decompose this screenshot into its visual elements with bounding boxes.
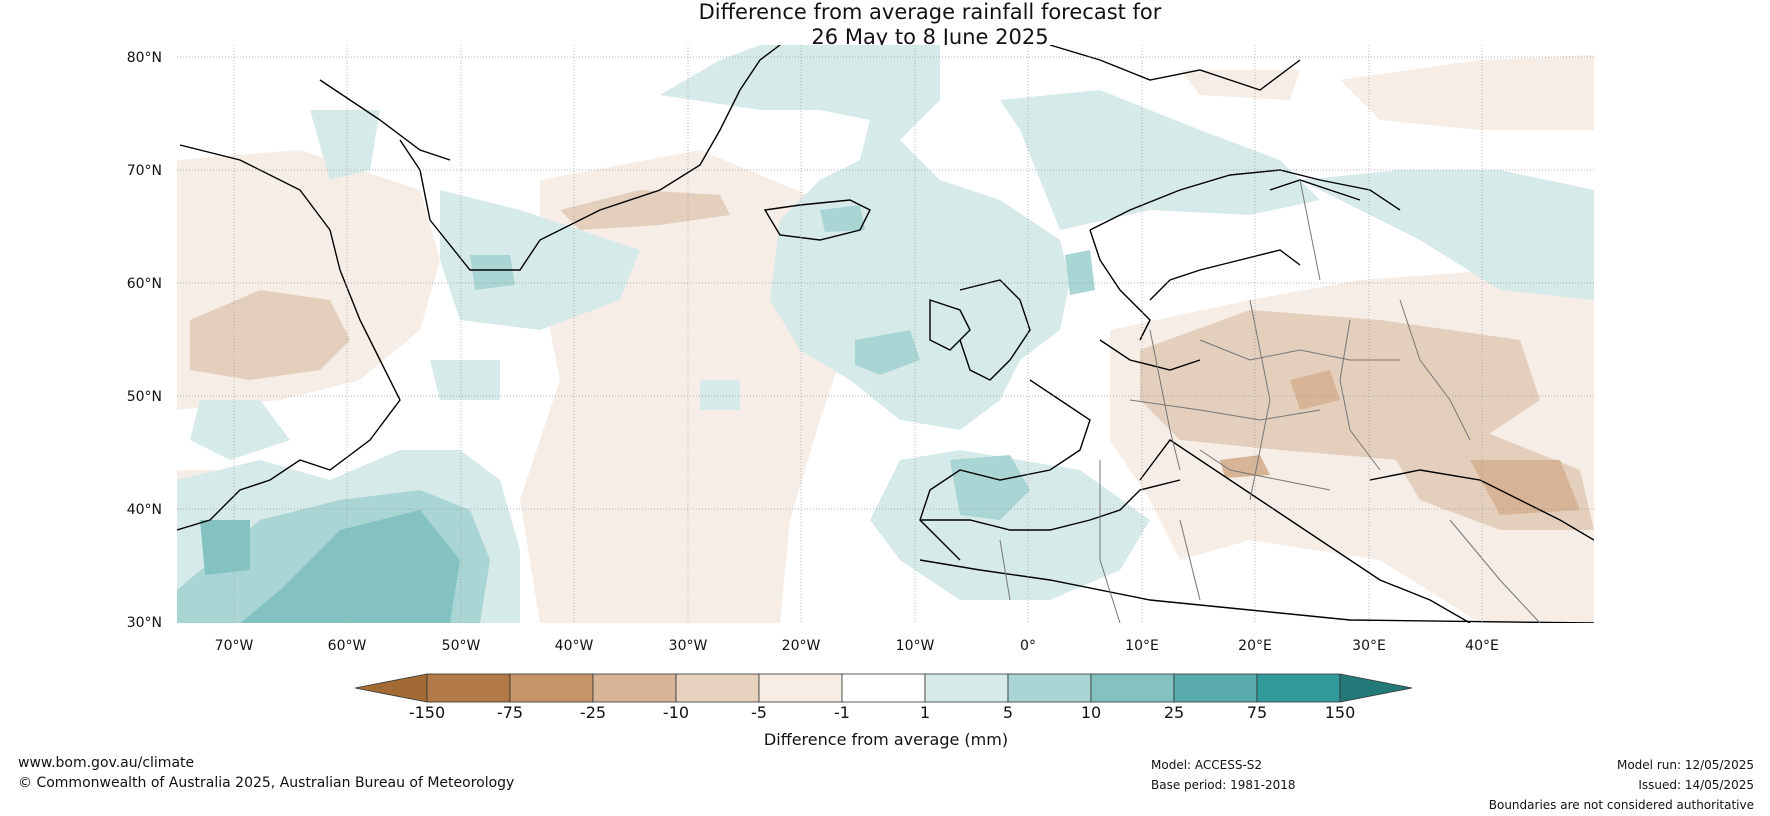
website-text: www.bom.gov.au/climate [18,755,195,771]
lon-label: 40°W [555,638,594,654]
colorbar-tick-label: 75 [1247,703,1267,722]
lon-label: 0° [1020,638,1036,654]
lon-label: 10°W [896,638,935,654]
colorbar-segment [1256,673,1341,703]
colorbar-tick-label: 1 [920,703,930,722]
colorbar-tick-label: 150 [1325,703,1356,722]
lat-label: 50°N [127,389,162,405]
model-text: Model: ACCESS-S2 [1151,758,1263,772]
colorbar-tick-label: 5 [1003,703,1013,722]
lon-label: 60°W [328,638,367,654]
base-period-text: Base period: 1981-2018 [1151,778,1296,792]
colorbar-segment [758,673,843,703]
colorbar-arrow-high [1339,673,1413,703]
title-line-1: Difference from average rainfall forecas… [698,0,1162,24]
colorbar-segments [354,673,1413,703]
lon-label: 50°W [442,638,481,654]
model-run-text: Model run: 12/05/2025 [1616,758,1754,772]
map-area [177,45,1594,623]
colorbar-segment [1090,673,1175,703]
colorbar-segment [1007,673,1092,703]
colorbar-arrow-low [354,673,428,703]
coastlines [177,45,1594,623]
colorbar-segment [841,673,926,703]
anomaly-wet-strong [200,510,460,623]
disclaimer-text: Boundaries are not considered authoritat… [1488,798,1754,812]
lon-label: 20°W [782,638,821,654]
lat-label: 60°N [127,276,162,292]
colorbar-title: Difference from average (mm) [764,730,1008,749]
colorbar-tick-label: -10 [663,703,689,722]
longitude-labels: 70°W 60°W 50°W 40°W 30°W 20°W 10°W 0° 10… [215,638,1499,654]
colorbar-tick-label: 25 [1164,703,1184,722]
lat-label: 40°N [127,502,162,518]
lat-label: 80°N [127,50,162,66]
colorbar-tick-label: -5 [751,703,767,722]
lon-label: 10°E [1125,638,1159,654]
colorbar-segment [592,673,677,703]
colorbar-tick-label: -150 [409,703,445,722]
colorbar-segment [1173,673,1258,703]
lon-label: 70°W [215,638,254,654]
colorbar-tick-label: -25 [580,703,606,722]
colorbar-tick-label: 10 [1081,703,1101,722]
colorbar: -150 -75 -25 -10 -5 -1 1 5 10 25 75 150 Difference … [354,673,1413,749]
lat-label: 70°N [127,163,162,179]
lon-label: 20°E [1238,638,1272,654]
lon-label: 30°W [669,638,708,654]
colorbar-segment [675,673,760,703]
map-title: Difference from average rainfall forecas… [0,0,1770,50]
colorbar-tick-label: -1 [834,703,850,722]
colorbar-segment [426,673,511,703]
graticule [177,45,1594,623]
anomaly-dry-strong [1220,370,1580,515]
copyright-text: © Commonwealth of Australia 2025, Austra… [18,775,515,791]
lon-label: 40°E [1465,638,1499,654]
issued-text: Issued: 14/05/2025 [1638,778,1754,792]
latitude-labels: 80°N 70°N 60°N 50°N 40°N 30°N [127,50,162,631]
colorbar-tick-label: -75 [497,703,523,722]
colorbar-segment [924,673,1009,703]
lon-label: 30°E [1352,638,1386,654]
colorbar-segment [509,673,594,703]
lat-label: 30°N [127,615,162,631]
colorbar-ticks: -150 -75 -25 -10 -5 -1 1 5 10 25 75 150 [409,703,1355,722]
